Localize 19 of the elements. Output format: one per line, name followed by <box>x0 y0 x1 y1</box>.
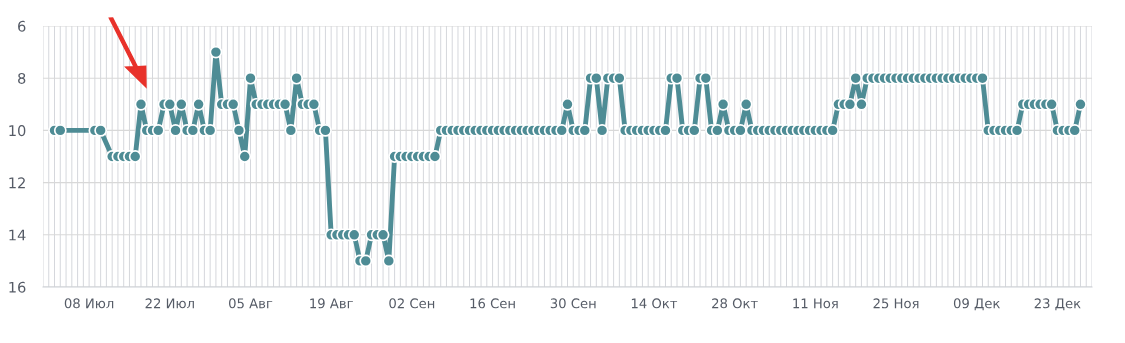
y-tick-label: 8 <box>18 72 26 84</box>
x-tick-label: 30 Сен <box>550 298 596 309</box>
y-tick-label: 14 <box>9 229 26 241</box>
y-tick-label: 10 <box>9 125 26 137</box>
x-tick-label: 28 Окт <box>712 298 758 309</box>
x-tick-label: 22 Июл <box>145 298 194 309</box>
y-tick-label: 6 <box>18 20 26 32</box>
x-tick-label: 16 Сен <box>470 298 515 309</box>
x-tick-label: 19 Авг <box>310 298 353 309</box>
x-tick-label: 02 Сен <box>389 298 435 309</box>
x-tick-label: 23 Дек <box>1034 298 1081 311</box>
x-tick-label: 05 Авг <box>229 298 273 309</box>
x-tick-label: 11 Ноя <box>793 298 838 309</box>
x-tick-label: 09 Дек <box>953 298 1000 311</box>
y-tick-label: 12 <box>9 177 25 189</box>
x-tick-label: 14 Окт <box>631 298 678 309</box>
x-tick-label: 25 Ноя <box>873 298 919 309</box>
x-tick-label: 08 Июл <box>64 298 114 309</box>
y-tick-label: 16 <box>9 281 26 293</box>
